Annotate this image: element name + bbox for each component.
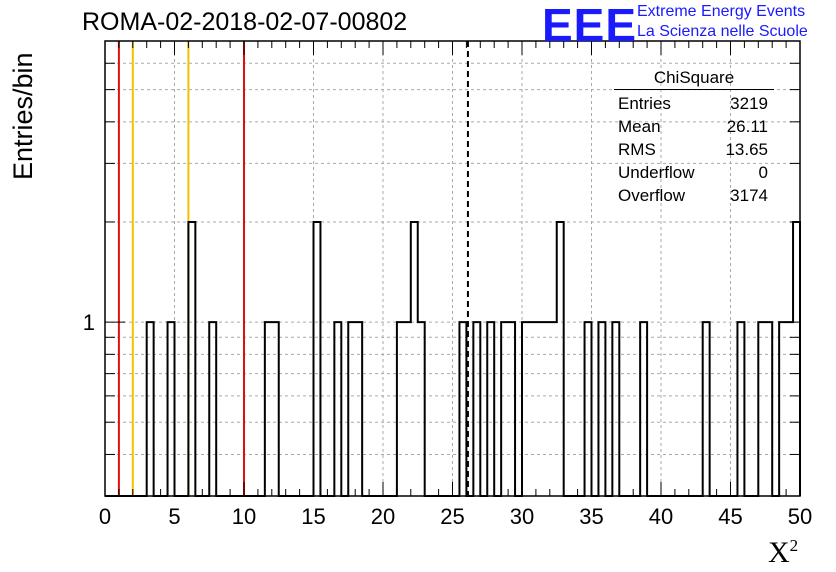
y-tick-label: 1 bbox=[83, 310, 95, 335]
x-tick-label: 25 bbox=[440, 504, 464, 529]
plot-frame bbox=[104, 40, 801, 497]
x-axis-label-superscript: 2 bbox=[789, 536, 799, 555]
histogram-bin bbox=[265, 322, 272, 496]
stats-value: 13.65 bbox=[725, 140, 768, 159]
histogram-bin bbox=[598, 322, 605, 496]
histogram-bin bbox=[209, 322, 216, 496]
org-name-line1: Extreme Energy Events bbox=[637, 3, 806, 20]
x-tick-label: 45 bbox=[718, 504, 742, 529]
x-tick-label: 35 bbox=[579, 504, 603, 529]
tick-labels: 0 5 10 15 20 25 30 35 40 45 50 1 bbox=[83, 310, 812, 529]
marker-lines bbox=[117, 41, 469, 496]
histogram-bin bbox=[508, 322, 515, 496]
histogram-bin bbox=[640, 322, 647, 496]
histogram-bin bbox=[404, 322, 411, 496]
histogram-bin bbox=[459, 322, 466, 496]
stats-label: RMS bbox=[618, 140, 656, 159]
x-tick-label: 20 bbox=[371, 504, 395, 529]
stats-value: 26.11 bbox=[726, 117, 768, 136]
eee-logo: EEE bbox=[542, 0, 638, 51]
x-axis-label-base: X bbox=[768, 536, 790, 569]
histogram-bin bbox=[612, 322, 619, 496]
x-tick-label: 15 bbox=[301, 504, 325, 529]
histogram-bin bbox=[348, 322, 355, 496]
stats-value: 3219 bbox=[730, 94, 768, 113]
histogram-bin bbox=[550, 322, 557, 496]
stats-row-underflow: Underflow 0 bbox=[612, 161, 776, 184]
histogram-bin bbox=[703, 322, 710, 496]
x-tick-label: 30 bbox=[510, 504, 534, 529]
stats-row-entries: Entries 3219 bbox=[612, 92, 776, 115]
histogram-bin bbox=[786, 322, 793, 496]
histogram-bin bbox=[487, 322, 494, 496]
x-tick-label: 0 bbox=[99, 504, 111, 529]
histogram-bin bbox=[501, 322, 508, 496]
histogram-bin bbox=[418, 322, 425, 496]
stats-row-overflow: Overflow 3174 bbox=[612, 184, 776, 207]
histogram-bin bbox=[473, 322, 480, 496]
stats-box: ChiSquare Entries 3219 Mean 26.11 RMS 13.65… bbox=[612, 68, 776, 207]
histogram-bin bbox=[737, 322, 744, 496]
histogram-bin bbox=[765, 322, 772, 496]
stats-value: 0 bbox=[758, 163, 768, 182]
stats-label: Entries bbox=[618, 94, 671, 113]
chart-title: ROMA-02-2018-02-07-00802 bbox=[82, 8, 408, 36]
histogram-bin bbox=[529, 322, 536, 496]
histogram-bin bbox=[543, 322, 550, 496]
histogram-bin bbox=[355, 322, 362, 496]
histogram-bin bbox=[536, 322, 543, 496]
histogram-bin bbox=[758, 322, 765, 496]
histogram-bin bbox=[585, 322, 592, 496]
histogram-bin bbox=[147, 322, 154, 496]
y-axis-label: Entries/bin bbox=[8, 52, 38, 180]
stats-label: Overflow bbox=[618, 186, 686, 205]
stats-row-mean: Mean 26.11 bbox=[612, 115, 776, 138]
histogram-bin bbox=[522, 322, 529, 496]
histogram-bin bbox=[334, 322, 341, 496]
stats-title: ChiSquare bbox=[614, 68, 774, 90]
org-name-line2: La Scienza nelle Scuole bbox=[637, 23, 808, 40]
x-tick-label: 40 bbox=[649, 504, 673, 529]
x-tick-label: 50 bbox=[788, 504, 812, 529]
histogram-bin bbox=[779, 322, 786, 496]
x-tick-label: 10 bbox=[232, 504, 256, 529]
stats-value: 3174 bbox=[730, 186, 768, 205]
histogram-bin bbox=[168, 322, 175, 496]
stats-label: Underflow bbox=[618, 163, 695, 182]
x-tick-label: 5 bbox=[168, 504, 180, 529]
histogram-bin bbox=[272, 322, 279, 496]
histogram-bin bbox=[397, 322, 404, 496]
x-axis-label: X2 bbox=[768, 536, 798, 570]
stats-label: Mean bbox=[618, 117, 661, 136]
stats-row-rms: RMS 13.65 bbox=[612, 138, 776, 161]
